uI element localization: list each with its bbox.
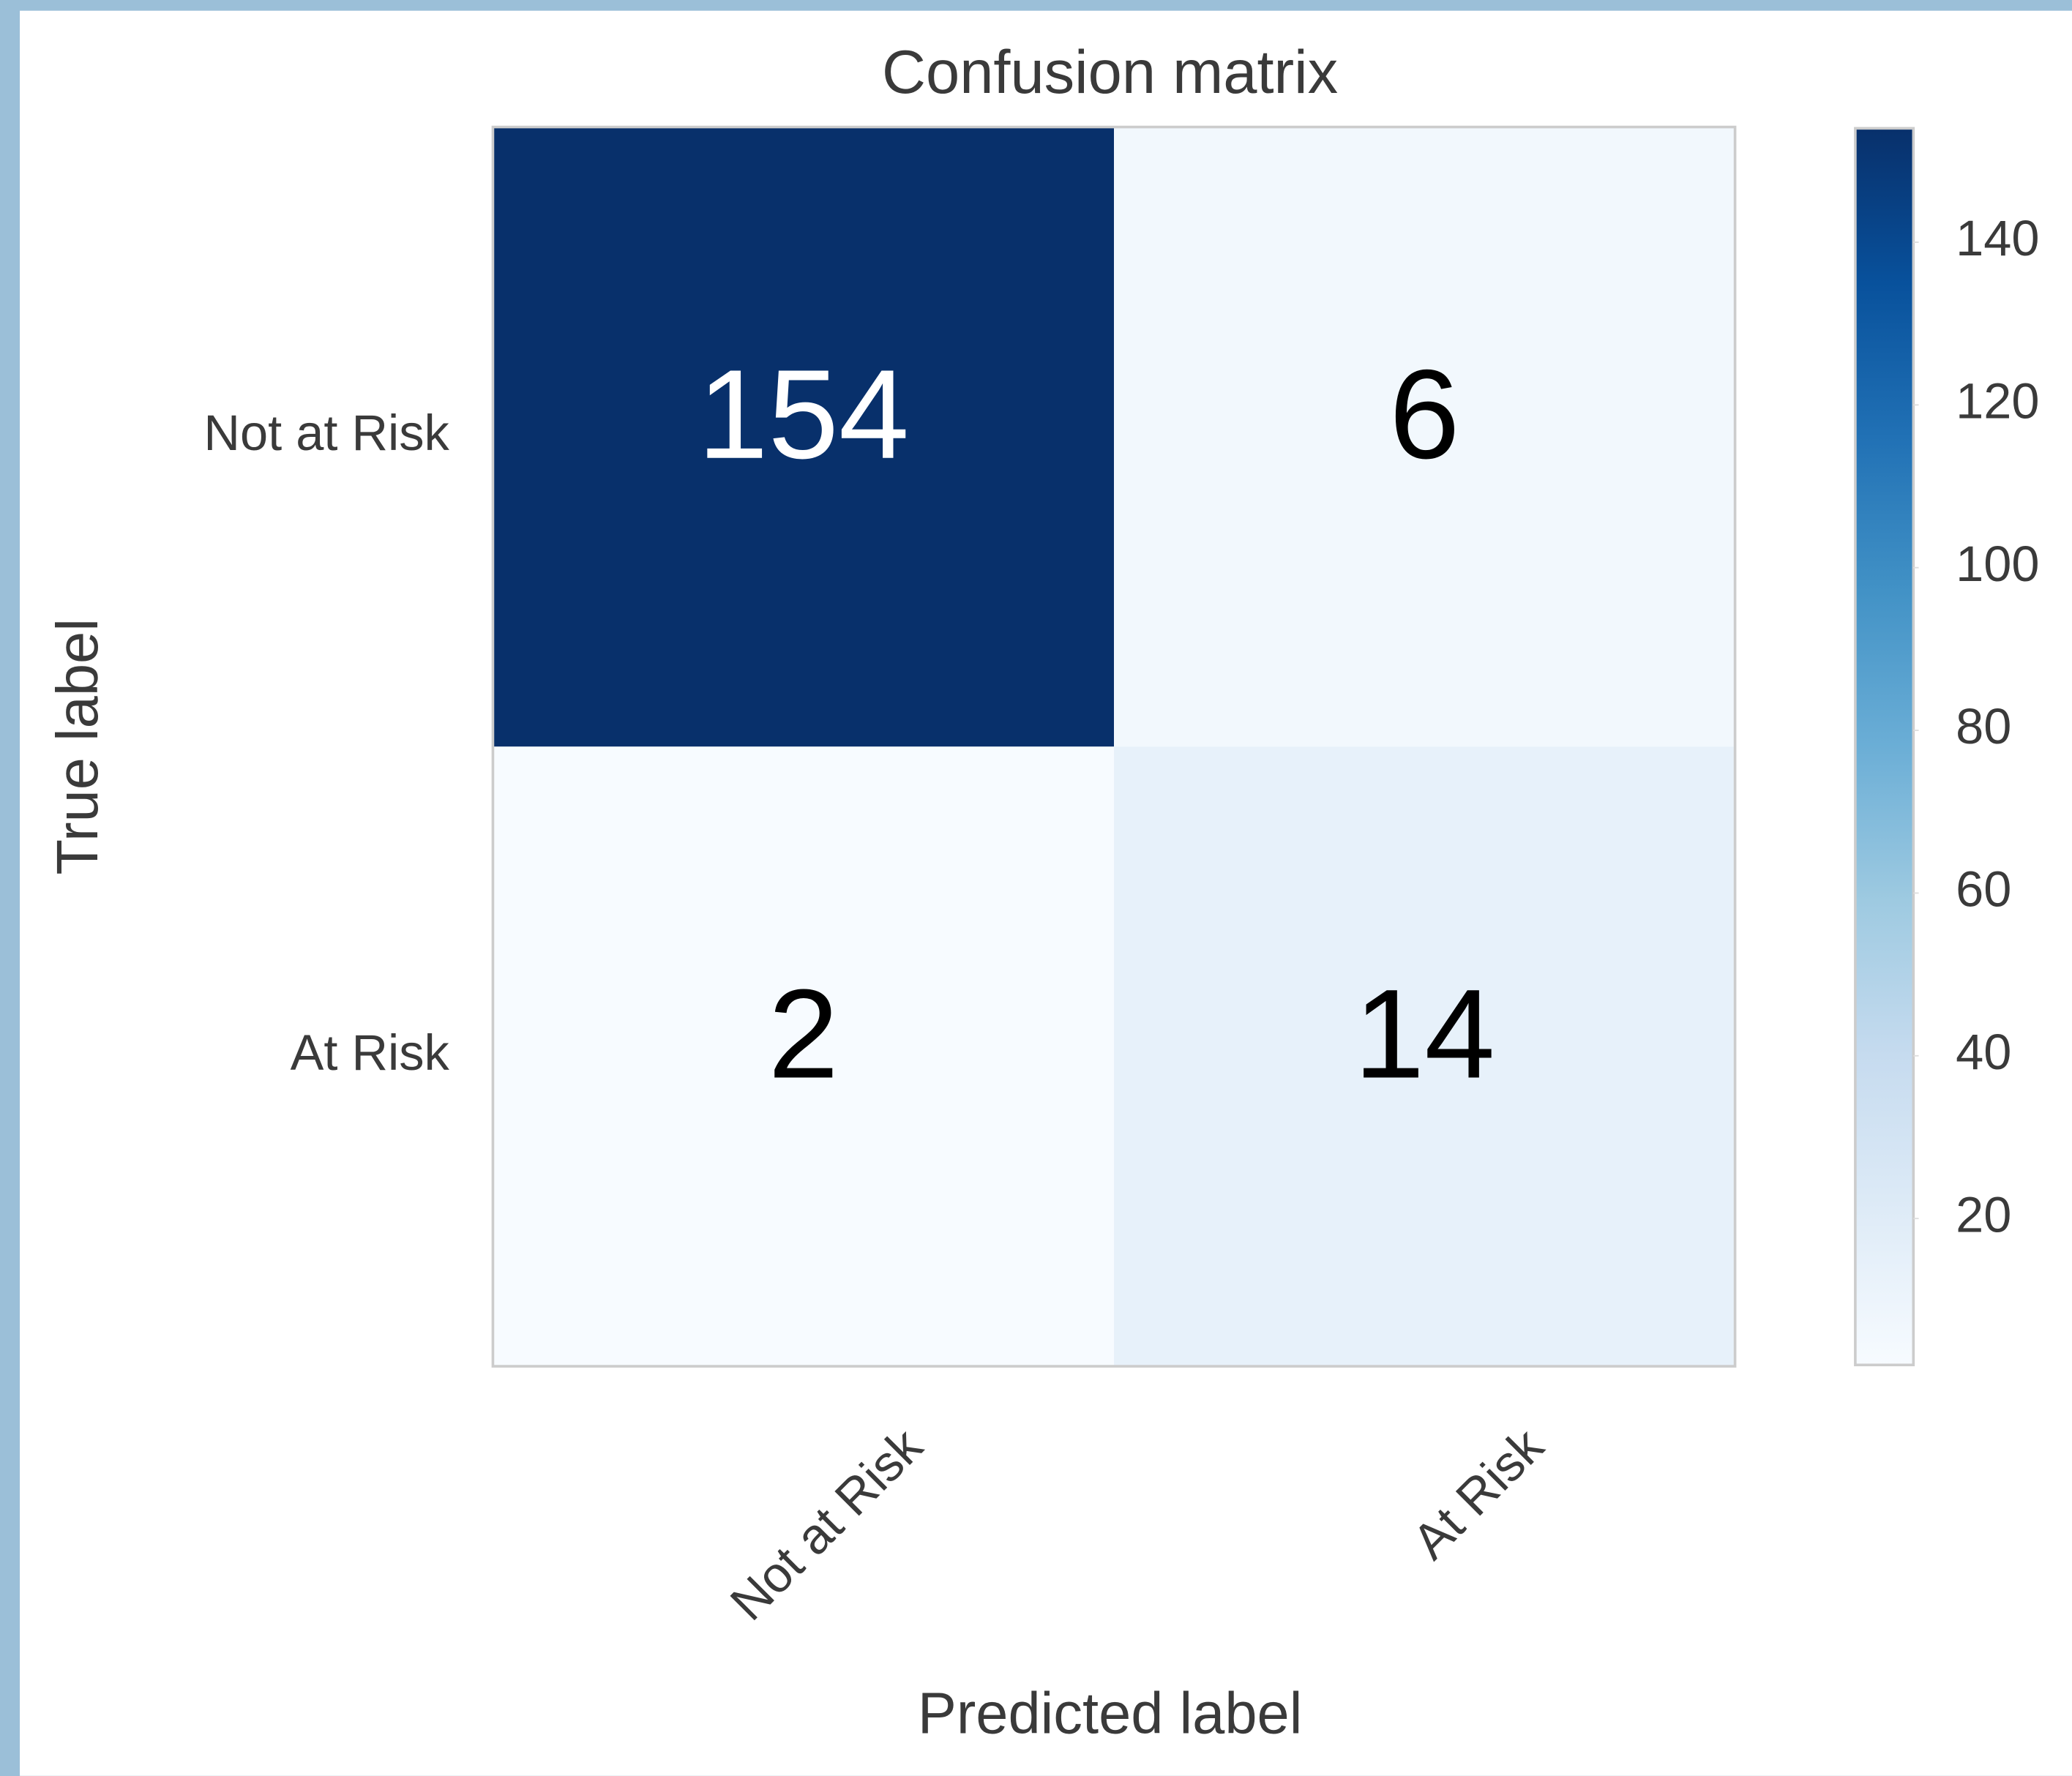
colorbar-tick-label: 140	[1956, 210, 2039, 266]
plot-frame	[491, 125, 1737, 1368]
colorbar-tick-label: 120	[1956, 372, 2039, 429]
colorbar-tick-label: 100	[1956, 536, 2039, 592]
colorbar-tick-label: 60	[1956, 861, 2011, 918]
cell-label: 6	[1389, 343, 1459, 485]
cell	[493, 127, 1115, 747]
x-axis-label: Predicted label	[918, 1680, 1302, 1745]
colorbar-tick-label: 40	[1956, 1024, 2011, 1080]
cell-label: 154	[697, 343, 909, 485]
colorbar-tick-label: 20	[1956, 1186, 2011, 1243]
cell	[493, 746, 1115, 1367]
cell	[1114, 127, 1735, 747]
cell-label: 14	[1354, 963, 1495, 1105]
chart-title: Confusion matrix	[882, 38, 1338, 106]
y-axis-label: True label	[45, 618, 110, 874]
cell-label: 2	[768, 963, 839, 1105]
y-tick-label: Not at Risk	[203, 405, 449, 461]
colorbar-tick-label: 80	[1956, 698, 2011, 754]
colorbar	[1854, 127, 1915, 1367]
cell	[1114, 746, 1735, 1367]
y-tick-label: At Risk	[291, 1024, 450, 1081]
